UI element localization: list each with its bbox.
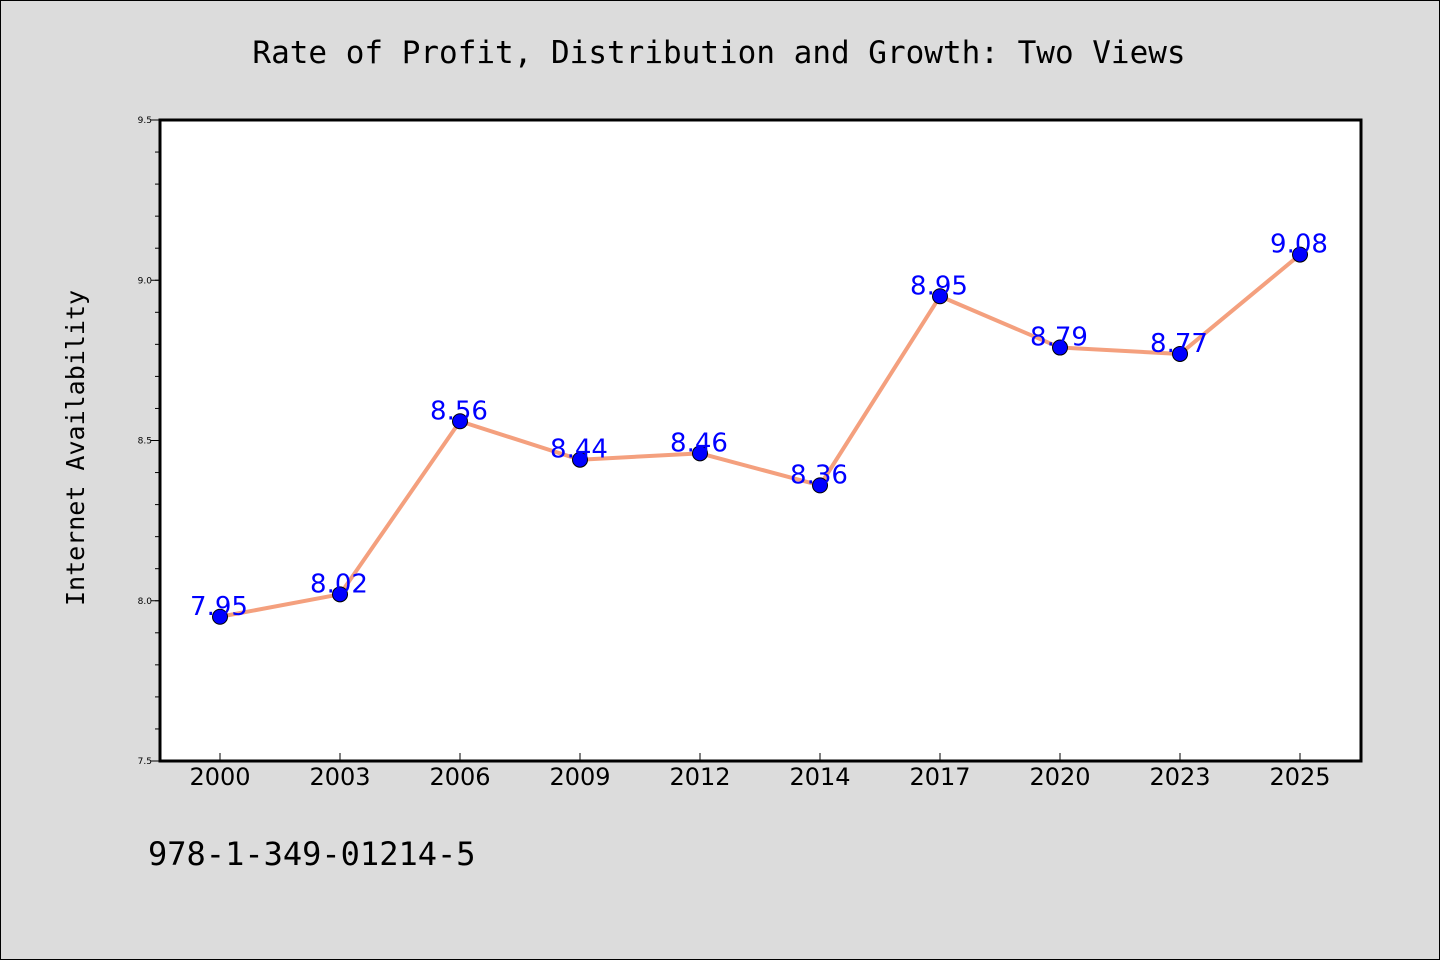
data-point	[1172, 345, 1188, 362]
series-line	[218, 252, 1302, 619]
plot-area	[158, 118, 1363, 763]
data-label: 8.36	[790, 460, 848, 490]
y-tick-label: 9.0	[138, 276, 153, 286]
x-tick-label: 2023	[1149, 763, 1210, 791]
data-label: 8.44	[550, 435, 608, 465]
data-point	[452, 413, 468, 430]
y-tick-label: 8.5	[138, 437, 152, 447]
x-tick-label: 2020	[1029, 763, 1090, 791]
data-label: 8.56	[430, 396, 488, 426]
y-tick-label: 8.0	[138, 597, 153, 607]
data-label: 9.08	[1270, 230, 1328, 260]
y-axis-label: Internet Availability	[61, 290, 90, 606]
data-label: 7.95	[190, 592, 248, 622]
data-point	[1052, 339, 1068, 356]
y-tick-label: 9.5	[138, 116, 152, 126]
data-label: 8.79	[1030, 323, 1088, 353]
data-point	[332, 586, 348, 603]
data-label: 8.95	[910, 271, 968, 301]
x-tick-label: 2017	[909, 763, 970, 791]
series-layer: 7.95 8.02 8.56 8.44 8.46 8.36 8.95 8.79 8.77 9.08	[190, 230, 1328, 625]
x-tick-label: 2006	[429, 763, 490, 791]
data-label: 8.46	[670, 428, 728, 458]
data-point	[572, 451, 588, 468]
data-point	[932, 288, 948, 305]
data-label: 8.02	[310, 569, 368, 599]
y-axis: 7.5 8.0 8.5 9.0 9.5	[138, 116, 160, 767]
data-point	[212, 608, 228, 625]
x-axis: 2000 2003 2006 2009 2012 2014 2017 2020 2023 2025	[189, 753, 1331, 791]
data-label: 8.77	[1150, 329, 1208, 359]
y-tick-label: 7.5	[138, 757, 152, 767]
x-tick-label: 2014	[789, 763, 850, 791]
x-tick-label: 2012	[669, 763, 730, 791]
x-tick-label: 2000	[189, 763, 250, 791]
footer-isbn: 978-1-349-01214-5	[148, 835, 476, 873]
data-point	[692, 445, 708, 462]
x-tick-label: 2003	[309, 763, 370, 791]
x-tick-label: 2009	[549, 763, 610, 791]
x-tick-label: 2025	[1269, 763, 1330, 791]
data-point	[1292, 246, 1308, 263]
data-point	[812, 477, 828, 494]
chart-title: Rate of Profit, Distribution and Growth:…	[252, 35, 1185, 71]
